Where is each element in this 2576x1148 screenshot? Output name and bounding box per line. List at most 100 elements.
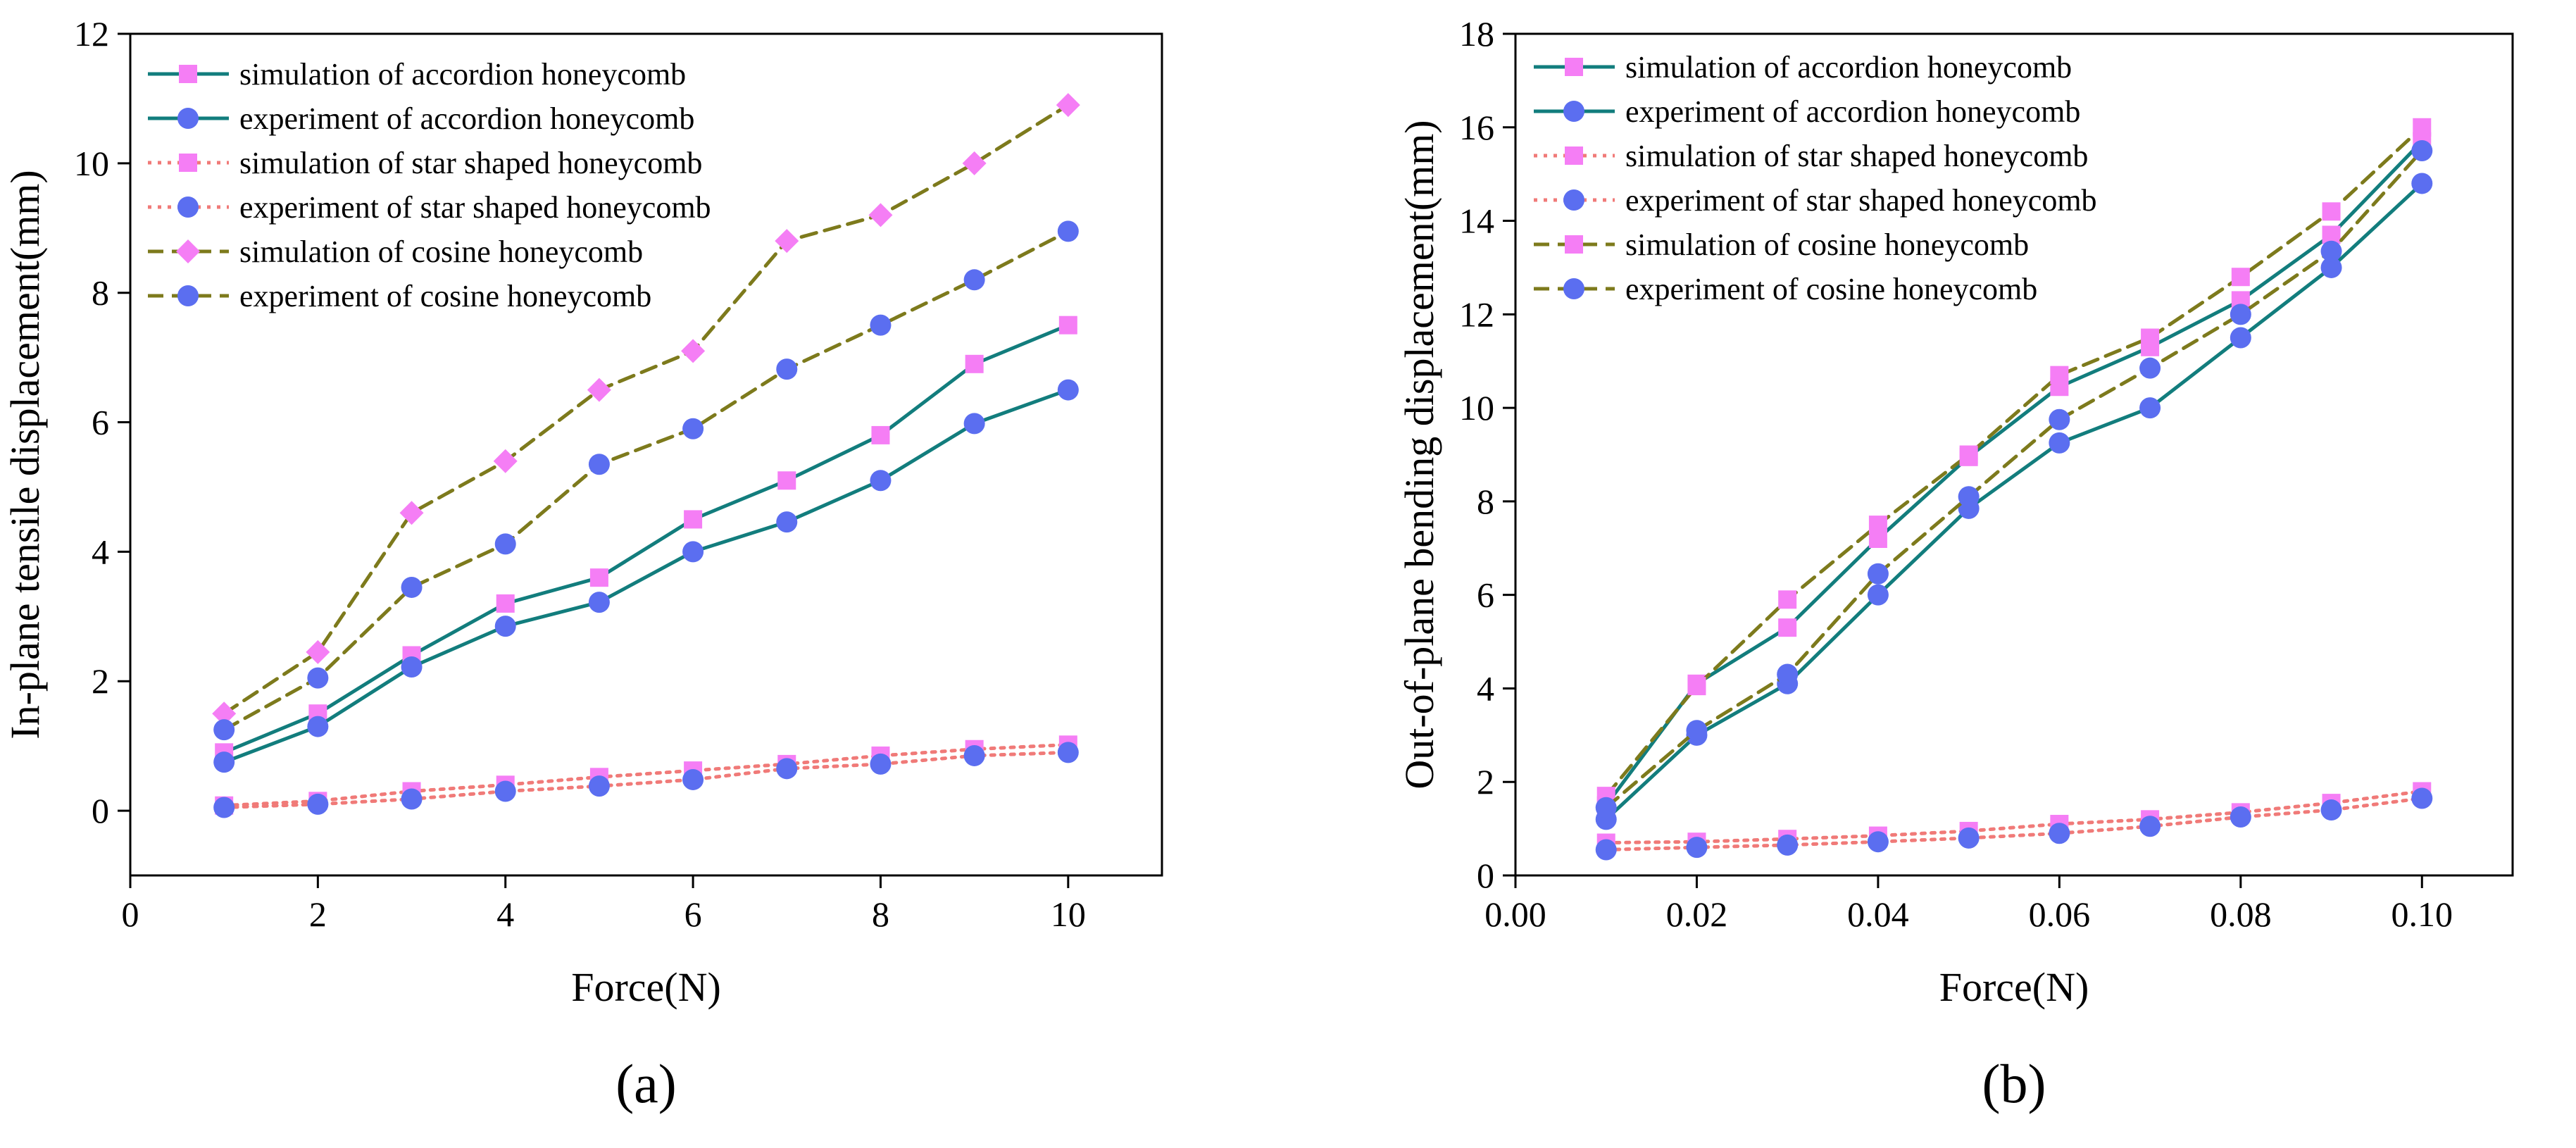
legend-label: simulation of accordion honeycomb bbox=[239, 57, 686, 92]
data-point bbox=[1057, 379, 1079, 401]
data-point bbox=[775, 229, 799, 254]
series-line bbox=[1604, 181, 2424, 821]
data-point bbox=[589, 568, 608, 587]
data-point bbox=[684, 510, 703, 529]
x-tick-label: 0.06 bbox=[2029, 894, 2091, 934]
data-point bbox=[1057, 742, 1079, 763]
series-line bbox=[1604, 125, 2424, 798]
legend-label: experiment of star shaped honeycomb bbox=[1625, 183, 2097, 218]
data-point bbox=[2049, 408, 2070, 430]
y-tick-label: 10 bbox=[1459, 388, 1494, 428]
legend-marker bbox=[179, 154, 197, 172]
data-point bbox=[1958, 486, 1980, 508]
data-point bbox=[1595, 839, 1617, 861]
series-line bbox=[222, 103, 1070, 716]
legend-marker bbox=[177, 108, 199, 129]
series-experiment-of-star-shaped-honeycomb bbox=[1595, 787, 2433, 861]
data-point bbox=[870, 470, 892, 492]
y-tick-label: 8 bbox=[1477, 482, 1494, 521]
data-point bbox=[306, 639, 330, 664]
data-point bbox=[307, 716, 329, 737]
legend-item: simulation of accordion honeycomb bbox=[1534, 50, 2072, 85]
data-point bbox=[493, 449, 518, 473]
data-point bbox=[2320, 256, 2342, 278]
panel-label: (b) bbox=[1982, 1053, 2046, 1114]
data-point bbox=[2230, 304, 2251, 325]
legend-label: simulation of cosine honeycomb bbox=[1625, 227, 2029, 262]
data-point bbox=[1777, 663, 1799, 685]
data-point bbox=[307, 793, 329, 815]
data-point bbox=[776, 511, 798, 533]
series-simulation-of-cosine-honeycomb bbox=[212, 93, 1080, 726]
panel-label: (a) bbox=[615, 1053, 677, 1114]
y-tick-label: 0 bbox=[1477, 856, 1494, 895]
data-point bbox=[2413, 118, 2432, 137]
legend-item: simulation of star shaped honeycomb bbox=[148, 146, 702, 180]
data-point bbox=[212, 701, 237, 726]
y-tick-label: 10 bbox=[74, 144, 109, 183]
data-point bbox=[776, 758, 798, 780]
legend-marker bbox=[176, 239, 200, 263]
x-tick-label: 8 bbox=[872, 894, 889, 934]
data-point bbox=[2139, 397, 2161, 419]
legend-marker bbox=[1565, 235, 1583, 254]
series-line bbox=[1604, 796, 2424, 851]
legend-label: experiment of star shaped honeycomb bbox=[239, 190, 711, 225]
y-tick-label: 6 bbox=[1477, 575, 1494, 615]
legend-label: experiment of accordion honeycomb bbox=[239, 101, 694, 136]
y-tick-label: 12 bbox=[74, 14, 109, 54]
data-point bbox=[2230, 806, 2251, 828]
legend-marker bbox=[1563, 101, 1584, 122]
series-line bbox=[222, 742, 1070, 808]
legend-label: simulation of star shaped honeycomb bbox=[1625, 139, 2088, 173]
legend: simulation of accordion honeycomb experim… bbox=[148, 57, 711, 313]
data-point bbox=[1058, 316, 1077, 335]
data-point bbox=[494, 780, 516, 802]
x-tick-label: 10 bbox=[1051, 894, 1086, 934]
data-point bbox=[1778, 590, 1797, 609]
x-tick-label: 0.08 bbox=[2210, 894, 2272, 934]
data-point bbox=[963, 269, 985, 291]
y-tick-label: 4 bbox=[92, 532, 109, 571]
series-simulation-of-star-shaped-honeycomb bbox=[1596, 782, 2432, 852]
series-line bbox=[222, 388, 1070, 764]
data-point bbox=[1057, 220, 1079, 242]
data-point bbox=[963, 413, 985, 435]
series-experiment-of-accordion-honeycomb bbox=[213, 379, 1079, 773]
data-point bbox=[587, 378, 611, 402]
legend-marker bbox=[177, 285, 199, 306]
series-simulation-of-accordion-honeycomb bbox=[215, 316, 1077, 762]
legend-marker bbox=[1565, 146, 1583, 165]
y-tick-label: 2 bbox=[92, 661, 109, 701]
x-tick-label: 2 bbox=[309, 894, 327, 934]
data-point bbox=[871, 425, 890, 444]
data-point bbox=[2049, 823, 2070, 844]
data-point bbox=[399, 501, 424, 525]
x-ticks: 0.00 0.02 0.04 0.06 0.08 0.10 bbox=[1484, 875, 2453, 934]
legend-label: experiment of cosine honeycomb bbox=[1625, 272, 2037, 306]
data-point bbox=[2411, 173, 2433, 194]
data-point bbox=[1686, 720, 1708, 742]
data-point bbox=[2322, 202, 2341, 221]
data-point bbox=[1686, 837, 1708, 859]
x-axis-label: Force(N) bbox=[571, 964, 721, 1010]
data-point bbox=[494, 533, 516, 555]
data-point bbox=[962, 151, 987, 175]
data-point bbox=[682, 418, 704, 439]
y-tick-label: 16 bbox=[1459, 108, 1494, 147]
data-point bbox=[2141, 328, 2160, 347]
legend-item: experiment of accordion honeycomb bbox=[1534, 94, 2080, 129]
data-point bbox=[1867, 563, 1889, 585]
data-point bbox=[213, 719, 235, 741]
data-point bbox=[682, 768, 704, 790]
x-axis-label: Force(N) bbox=[1939, 964, 2089, 1010]
data-point bbox=[2320, 799, 2342, 821]
series-line bbox=[222, 229, 1070, 732]
plot-frame bbox=[1514, 32, 2514, 877]
data-point bbox=[2050, 366, 2069, 385]
data-point bbox=[1867, 584, 1889, 606]
chart-panel-a: 0 2 4 6 8 10 0 2 4 6 8 10 12 Force(N) In-plane tensile… bbox=[2, 14, 1163, 1114]
legend-label: simulation of accordion honeycomb bbox=[1625, 50, 2072, 85]
y-tick-label: 12 bbox=[1459, 294, 1494, 334]
legend-item: simulation of cosine honeycomb bbox=[1534, 227, 2029, 262]
